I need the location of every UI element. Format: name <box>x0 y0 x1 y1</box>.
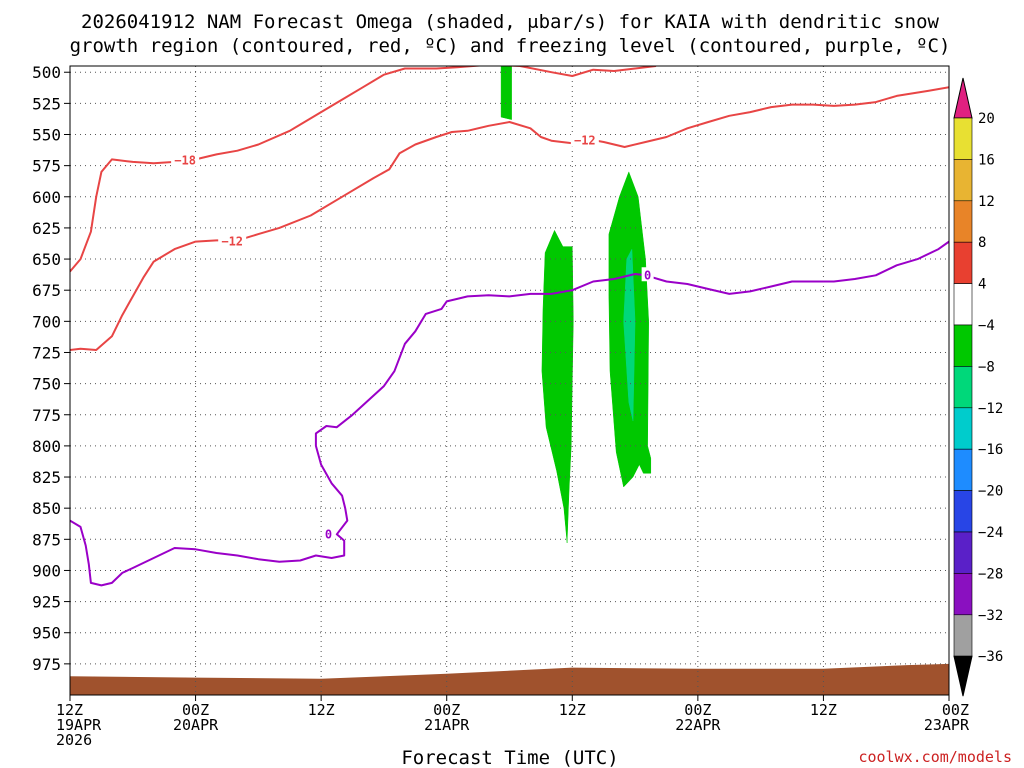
chart-title-line-1: 2026041912 NAM Forecast Omega (shaded, μ… <box>81 11 939 33</box>
colorbar-swatch-2 <box>953 200 973 243</box>
contour-label-bg-1 <box>218 233 247 248</box>
omega-region-0 <box>500 66 512 120</box>
x-tick-label-1-1: 20APR <box>173 716 219 734</box>
plot-background <box>70 66 949 695</box>
contour-label-bg-4 <box>641 267 654 282</box>
x-tick-label-3-1: 21APR <box>424 716 470 734</box>
colorbar-label-1: 16 <box>978 152 995 168</box>
chart-title-line-2: growth region (contoured, red, ºC) and f… <box>70 35 951 57</box>
contour-label-1: −12 <box>221 235 243 249</box>
x-tick-label-1-0: 00Z <box>182 701 209 719</box>
contour-line-0 <box>70 66 657 273</box>
y-tick-label-800: 800 <box>32 437 61 456</box>
colorbar-label-6: −8 <box>978 359 995 375</box>
colorbar-swatch-10 <box>953 531 973 574</box>
x-tick-label-5-0: 00Z <box>684 701 711 719</box>
colorbar-label-12: −32 <box>978 608 1003 624</box>
colorbar-top-triangle <box>953 77 973 119</box>
colorbar-label-11: −28 <box>978 566 1003 582</box>
y-tick-label-625: 625 <box>32 219 61 238</box>
contour-label-bg-0 <box>171 152 200 167</box>
omega-shading <box>500 66 652 544</box>
x-tick-label-0-0: 12Z <box>56 701 83 719</box>
plot-frame <box>69 65 950 696</box>
y-tick-label-900: 900 <box>32 561 61 580</box>
y-tick-label-500: 500 <box>32 63 61 82</box>
x-tick-label-3-0: 00Z <box>433 701 460 719</box>
colorbar-swatch-4 <box>953 283 973 326</box>
colorbar-swatch-7 <box>953 407 973 450</box>
contour-label-2: 0 <box>325 527 332 541</box>
x-tick-label-7-1: 23APR <box>924 716 970 734</box>
contour-label-bg-2 <box>322 526 335 541</box>
x-tick-label-0-1: 19APR <box>56 716 102 734</box>
colorbar-swatch-3 <box>953 241 973 284</box>
contours: −18 −12 0 −12 0 <box>70 66 949 587</box>
omega-region-1 <box>541 229 574 544</box>
colorbar-label-4: 4 <box>978 277 986 293</box>
y-tick-label-650: 650 <box>32 250 61 269</box>
y-tick-label-700: 700 <box>32 312 61 331</box>
y-tick-label-775: 775 <box>32 406 61 425</box>
x-tick-label-2-0: 12Z <box>308 701 335 719</box>
x-tick-label-4-0: 12Z <box>559 701 586 719</box>
plot-area: −18 −12 0 −12 0 <box>69 65 950 696</box>
y-tick-label-975: 975 <box>32 655 61 674</box>
colorbar: 20 16 12 8 4 −4 −8 −12 −16 −20 −24 −28 −32 −36 <box>953 77 1003 697</box>
colorbar-label-0: 20 <box>978 111 995 127</box>
y-tick-label-750: 750 <box>32 375 61 394</box>
y-tick-label-950: 950 <box>32 624 61 643</box>
colorbar-swatch-1 <box>953 159 973 202</box>
terrain-fill <box>70 663 949 695</box>
terrain <box>70 663 949 695</box>
y-tick-label-600: 600 <box>32 188 61 207</box>
y-axis: 500 525 550 575 600 625 650 675 700 725 750 775 800 8… <box>32 63 70 674</box>
colorbar-label-7: −12 <box>978 401 1003 417</box>
y-tick-label-925: 925 <box>32 593 61 612</box>
x-tick-label-7-0: 00Z <box>942 701 969 719</box>
colorbar-label-5: −4 <box>978 318 995 334</box>
y-tick-label-575: 575 <box>32 157 61 176</box>
contour-label-bg-3 <box>570 132 599 147</box>
colorbar-label-8: −16 <box>978 442 1003 458</box>
colorbar-swatch-12 <box>953 614 973 657</box>
y-tick-label-525: 525 <box>32 94 61 113</box>
colorbar-label-2: 12 <box>978 194 995 210</box>
y-tick-label-550: 550 <box>32 126 61 145</box>
colorbar-label-9: −20 <box>978 484 1003 500</box>
contour-line-2 <box>70 240 949 587</box>
y-tick-label-675: 675 <box>32 281 61 300</box>
x-tick-label-0-2: 2026 <box>56 731 92 749</box>
x-tick-label-5-1: 22APR <box>675 716 721 734</box>
colorbar-swatch-6 <box>953 366 973 409</box>
x-tick-label-6-0: 12Z <box>810 701 837 719</box>
x-axis-label: Forecast Time (UTC) <box>401 747 618 768</box>
colorbar-label-13: −36 <box>978 649 1003 665</box>
colorbar-swatch-8 <box>953 448 973 491</box>
colorbar-label-3: 8 <box>978 235 986 251</box>
omega-region-3 <box>623 248 636 422</box>
y-tick-label-875: 875 <box>32 530 61 549</box>
colorbar-swatch-0 <box>953 117 973 160</box>
contour-label-3: −12 <box>574 134 596 148</box>
colorbar-bottom-triangle <box>953 655 973 697</box>
y-tick-label-825: 825 <box>32 468 61 487</box>
credit-text[interactable]: coolwx.com/models <box>858 748 1012 766</box>
y-tick-label-725: 725 <box>32 343 61 362</box>
contour-line-1 <box>70 86 949 351</box>
colorbar-label-10: −24 <box>978 525 1003 541</box>
contour-label-0: −18 <box>174 154 196 168</box>
colorbar-swatch-5 <box>953 324 973 367</box>
colorbar-swatch-11 <box>953 573 973 616</box>
contour-label-4: 0 <box>644 268 651 282</box>
y-tick-label-850: 850 <box>32 499 61 518</box>
colorbar-swatch-9 <box>953 490 973 533</box>
